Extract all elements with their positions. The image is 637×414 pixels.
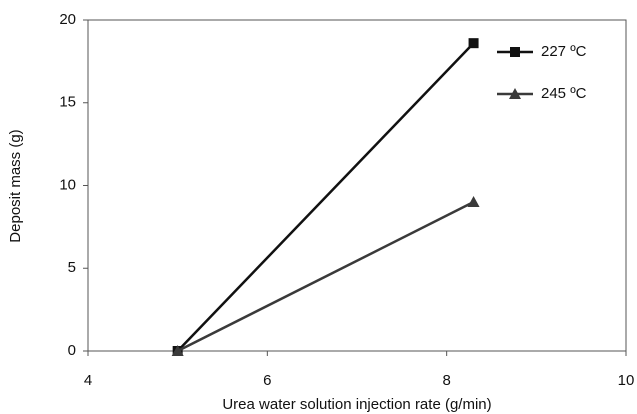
marker bbox=[468, 38, 479, 49]
marker bbox=[510, 47, 520, 57]
x-tick-label: 10 bbox=[618, 372, 635, 389]
legend-label: 227 ºC bbox=[541, 43, 587, 60]
y-tick-label: 0 bbox=[68, 342, 76, 359]
marker bbox=[509, 88, 521, 99]
marker bbox=[171, 345, 184, 356]
y-axis-label: Deposit mass (g) bbox=[7, 129, 24, 242]
series-line bbox=[177, 200, 475, 353]
x-axis-label: Urea water solution injection rate (g/mi… bbox=[222, 396, 491, 413]
y-tick-label: 15 bbox=[59, 94, 76, 111]
legend-label: 245 ºC bbox=[541, 85, 587, 102]
plot-frame bbox=[87, 19, 627, 352]
y-tick-label: 5 bbox=[68, 259, 76, 276]
x-tick-label: 8 bbox=[442, 372, 450, 389]
y-tick-label: 10 bbox=[59, 176, 76, 193]
x-tick-label: 6 bbox=[263, 372, 271, 389]
series-line bbox=[176, 42, 475, 352]
marker bbox=[467, 196, 480, 208]
x-tick-label: 4 bbox=[84, 372, 92, 389]
y-tick-label: 20 bbox=[59, 11, 76, 28]
